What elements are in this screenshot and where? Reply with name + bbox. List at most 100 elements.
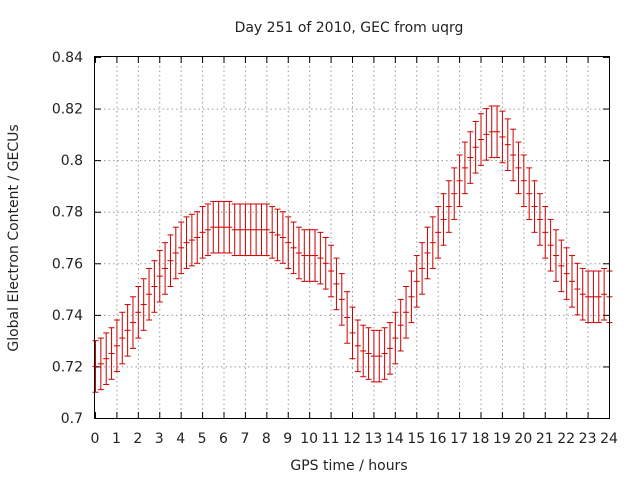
- data-point: [445, 180, 452, 233]
- x-tick-label: 8: [262, 431, 271, 447]
- data-point: [178, 221, 185, 275]
- data-point: [595, 270, 602, 324]
- x-tick-label: 0: [91, 431, 100, 447]
- data-point: [376, 329, 383, 383]
- data-point: [140, 278, 147, 331]
- x-tick-label: 13: [365, 431, 383, 447]
- data-point: [542, 206, 549, 259]
- data-point: [424, 226, 431, 280]
- data-point: [472, 120, 479, 174]
- data-point: [274, 208, 281, 262]
- data-point: [113, 319, 120, 373]
- data-point: [226, 200, 233, 254]
- data-point: [199, 206, 206, 259]
- data-point: [456, 154, 463, 208]
- data-point: [188, 213, 195, 267]
- data-point: [146, 267, 153, 321]
- data-point: [547, 218, 554, 272]
- chart-title: Day 251 of 2010, GEC from uqrg: [235, 20, 464, 36]
- x-tick-label: 3: [155, 431, 164, 447]
- data-point: [349, 306, 356, 360]
- data-point: [504, 118, 511, 171]
- data-point: [429, 216, 436, 269]
- data-point: [231, 203, 238, 257]
- x-tick-label: 15: [407, 431, 425, 447]
- x-tick-label: 16: [429, 431, 447, 447]
- data-point: [494, 105, 501, 159]
- data-point: [97, 337, 104, 391]
- data-point: [499, 110, 506, 164]
- data-point: [397, 298, 404, 352]
- data-point: [295, 226, 302, 280]
- y-tick-label: 0.8: [61, 153, 83, 169]
- x-tick-label: 17: [450, 431, 468, 447]
- x-tick-label: 2: [133, 431, 142, 447]
- data-point: [258, 203, 265, 257]
- data-point: [312, 229, 319, 282]
- data-point: [242, 203, 249, 257]
- data-point: [354, 319, 361, 373]
- y-tick-label: 0.76: [52, 256, 83, 272]
- data-point: [151, 260, 158, 313]
- data-point: [413, 255, 420, 308]
- y-tick-label: 0.84: [52, 50, 83, 66]
- data-point: [419, 242, 426, 295]
- data-point: [194, 211, 201, 264]
- x-tick-label: 4: [176, 431, 185, 447]
- x-tick-label: 12: [343, 431, 361, 447]
- data-point: [328, 244, 335, 298]
- data-point: [338, 273, 345, 326]
- x-tick-label: 23: [579, 431, 597, 447]
- y-tick-label: 0.74: [52, 308, 83, 324]
- data-point: [167, 234, 174, 287]
- data-point: [381, 327, 388, 380]
- data-point: [365, 327, 372, 380]
- data-point: [237, 203, 244, 257]
- data-point: [360, 324, 367, 378]
- data-point: [156, 249, 163, 303]
- x-tick-labels: 0 1 2 3 4 5 6 7 8 9 10 11 12 13 14 15 16 17 18 19 20 21 22 23 24: [91, 431, 618, 447]
- data-point: [183, 216, 190, 269]
- data-point: [247, 203, 254, 257]
- data-point: [563, 247, 570, 300]
- data-point: [301, 229, 308, 282]
- y-axis-label: Global Electron Content / GECUs: [6, 124, 22, 351]
- data-point: [322, 237, 329, 290]
- data-point: [333, 257, 340, 311]
- data-point: [135, 285, 142, 339]
- data-point: [510, 128, 517, 182]
- series-error-bars: [92, 105, 613, 393]
- data-point: [285, 216, 292, 269]
- x-tick-label: 22: [557, 431, 575, 447]
- x-tick-label: 1: [112, 431, 121, 447]
- data-point: [451, 167, 458, 220]
- data-point: [119, 311, 126, 365]
- data-point: [488, 105, 495, 159]
- data-point: [253, 203, 260, 257]
- y-tick-label: 0.7: [61, 411, 83, 427]
- data-point: [579, 267, 586, 321]
- data-point: [129, 296, 136, 349]
- data-point: [172, 226, 179, 280]
- data-point: [520, 154, 527, 208]
- data-point: [483, 108, 490, 161]
- data-point: [162, 242, 169, 295]
- data-point: [370, 329, 377, 383]
- data-point: [108, 327, 115, 380]
- data-point: [386, 322, 393, 375]
- data-point: [590, 270, 597, 324]
- x-tick-label: 11: [322, 431, 340, 447]
- data-point: [215, 200, 222, 254]
- data-point: [558, 239, 565, 293]
- axis-ticks: [95, 57, 610, 419]
- x-tick-label: 5: [198, 431, 207, 447]
- data-point: [204, 203, 211, 257]
- data-point: [478, 113, 484, 166]
- x-tick-label: 7: [240, 431, 249, 447]
- data-point: [515, 141, 522, 195]
- data-point: [103, 332, 110, 385]
- data-point: [574, 262, 581, 316]
- data-point: [408, 270, 415, 324]
- x-tick-label: 24: [600, 431, 618, 447]
- data-point: [585, 270, 592, 324]
